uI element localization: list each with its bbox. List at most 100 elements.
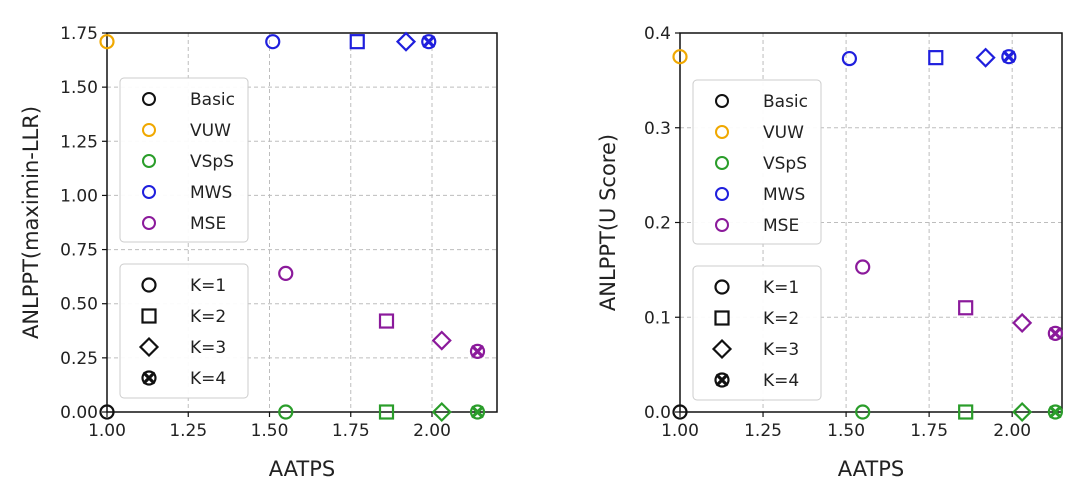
x-tick-label: 1.00 [88, 421, 126, 441]
y-tick-label: 0.25 [60, 349, 98, 369]
data-point-mws-k1 [265, 34, 281, 50]
legend-label-vsps: VSpS [763, 154, 807, 174]
y-tick-label: 0.2 [644, 214, 671, 234]
data-point-vsps-k3 [431, 401, 452, 423]
legend-label-k2: K=2 [763, 309, 799, 329]
legend-marker-k1 [714, 279, 730, 295]
x-tick-label: 1.50 [251, 421, 289, 441]
legend-marker-k2 [714, 310, 730, 326]
legend-label-basic: Basic [190, 90, 235, 110]
x-axis-label: AATPS [838, 457, 905, 481]
x-axis-label: AATPS [269, 457, 336, 481]
data-point-mws-k3 [395, 31, 417, 52]
data-point-mse-k2 [958, 300, 974, 316]
y-axis-label: ANLPPT(maximin-LLR) [19, 106, 43, 339]
data-point-mse-k4 [1047, 325, 1063, 341]
data-point-mse-k3 [1012, 312, 1033, 333]
y-tick-label: 0.0 [644, 403, 671, 423]
legend-marker-basic [715, 94, 729, 108]
legend-marker-k4-cross [142, 371, 156, 385]
legend-label-k2: K=2 [190, 307, 226, 327]
data-point-vsps-k4-ring [1047, 404, 1063, 420]
x-tick-label: 1.25 [169, 421, 207, 441]
x-tick-label: 2.00 [993, 421, 1031, 441]
data-point-mws-k4-cross [422, 35, 435, 48]
legend-marker-vuw [715, 125, 729, 139]
legend-label-vsps: VSpS [190, 152, 234, 172]
legend-marker-k4 [141, 370, 157, 386]
x-tick-label: 1.50 [827, 421, 865, 441]
data-point-mse-k4-cross [1049, 327, 1062, 340]
data-point-mws-k2 [928, 50, 944, 66]
legend-marker-basic [142, 92, 156, 106]
legend-marker-k1 [141, 277, 157, 293]
legend-methods-box [692, 79, 822, 245]
legend-marker-k2 [141, 308, 157, 324]
legend-label-mws: MWS [190, 183, 232, 203]
data-point-basic-k1 [99, 404, 115, 420]
data-point-mws-k4-ring [421, 34, 437, 50]
y-tick-label: 0.75 [60, 241, 98, 261]
data-point-vsps-k2 [378, 404, 395, 420]
chart-maximin-llr: 1.00 1.25 1.50 1.75 2.00 0.00 0.25 0.50 0.75 1.00… [19, 24, 498, 481]
y-tick-label: 0.4 [644, 24, 671, 44]
data-point-mse-k4-cross [471, 345, 484, 358]
legend-marker-k4-cross [715, 373, 729, 387]
legend-label-vuw: VUW [190, 121, 231, 141]
y-tick-label: 1.75 [60, 24, 98, 44]
data-point-mse-k1 [278, 265, 294, 281]
legend-marker-vsps [715, 156, 729, 170]
data-point-mse-k4-ring [1047, 325, 1063, 341]
data-point-mws-k4-ring [1001, 49, 1017, 65]
y-tick-label: 1.50 [60, 78, 98, 98]
legend-label-k4: K=4 [190, 369, 226, 389]
x-tick-label: 1.75 [910, 421, 948, 441]
chart-u-score: 1.00 1.25 1.50 1.75 2.00 0.0 0.1 0.2 0.3 0.4 AATPS… [596, 24, 1063, 481]
legend-label-vuw: VUW [763, 123, 804, 143]
legend-marker-vsps [142, 154, 156, 168]
data-point-vsps-k4-ring [469, 404, 486, 420]
legend-label-k1: K=1 [190, 276, 226, 296]
data-point-mws-k4 [421, 34, 437, 50]
data-point-vsps-k4-cross [471, 405, 484, 419]
legend-marker-vuw [142, 123, 156, 137]
x-tick-label: 1.25 [744, 421, 782, 441]
legend-label-k3: K=3 [190, 338, 226, 358]
data-point-vuw-k1 [672, 49, 688, 65]
legend-k-box [692, 265, 822, 401]
legend-marker-k4 [714, 372, 730, 388]
legend-marker-k4-ring [141, 370, 157, 386]
data-point-mws-k2 [349, 34, 365, 50]
legend-marker-mse [142, 216, 156, 230]
y-tick-label: 0.3 [644, 119, 671, 139]
legend-label-k3: K=3 [763, 340, 799, 360]
legend-marker-k3 [138, 336, 160, 358]
data-point-vsps-k4 [469, 404, 486, 420]
data-point-vuw-k1 [99, 34, 115, 50]
data-point-vsps-k4 [1047, 404, 1063, 420]
data-point-vsps-k1 [278, 404, 294, 420]
legend-marker-mws [715, 187, 729, 201]
x-tick-label: 2.00 [413, 421, 451, 441]
plot-frame [106, 32, 498, 413]
data-point-mse-k1 [855, 259, 871, 275]
data-point-mws-k1 [841, 50, 858, 67]
data-point-mse-k3 [431, 330, 452, 351]
legend-marker-mse [715, 218, 729, 232]
data-point-mse-k4 [469, 343, 486, 359]
x-tick-label: 1.00 [661, 421, 699, 441]
y-tick-label: 1.00 [60, 186, 98, 206]
y-tick-label: 0.50 [60, 295, 98, 315]
x-tick-label: 1.75 [332, 421, 370, 441]
y-axis-label: ANLPPT(U Score) [596, 134, 620, 311]
legend-marker-k3 [711, 338, 733, 360]
y-tick-label: 1.25 [60, 132, 98, 152]
data-point-vsps-k4-cross [1049, 405, 1062, 419]
data-point-mse-k2 [378, 313, 395, 329]
data-point-basic-k1 [672, 404, 688, 420]
legend-label-mse: MSE [190, 214, 226, 234]
legend-label-mws: MWS [763, 185, 805, 205]
legend-methods-box [119, 77, 249, 243]
legend-k-box [119, 263, 249, 399]
